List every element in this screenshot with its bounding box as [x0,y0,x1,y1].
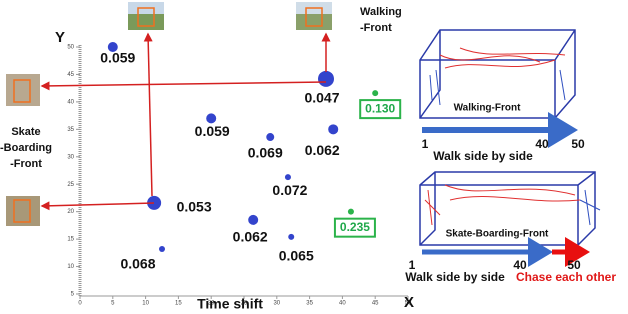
diagram-tick: 1 [409,258,416,272]
value-label: 0.065 [279,248,314,264]
value-label: 0.053 [177,199,212,215]
thumbnails [6,2,332,226]
x-tick-label: 30 [273,301,280,307]
x-tick-label: 10 [142,301,149,307]
y-tick-label: 35 [67,127,74,133]
x-tick-label: 35 [306,301,313,307]
diagram-walking [419,29,578,148]
scatter-plot: 0 5 10 15 20 25 30 35 40 45 5051015202530354045500… [67,42,412,307]
x-tick-label: 40 [339,301,346,307]
y-tick-label: 10 [67,264,74,270]
arrows [40,32,331,211]
value-label: 0.059 [100,50,135,66]
point [347,208,354,215]
y-tick-label: 5 [71,292,75,298]
diagram-caption: Chase each other [516,270,616,284]
point [147,195,162,210]
point [318,70,334,87]
x-tick-label: 20 [208,301,215,307]
point [266,133,275,142]
x-tick-label: 50 [405,301,412,307]
skate-label: Skate [11,126,40,138]
diagram-tick: 50 [567,258,581,272]
value-label: 0.069 [248,145,283,161]
diagram-title: Skate-Boarding-Front [446,229,549,240]
x-tick-label: 45 [372,301,379,307]
value-label: 0.062 [305,142,340,158]
y-tick-label: 20 [67,209,74,215]
value-label: 0.235 [340,220,370,234]
x-tick-label: 0 [78,301,82,307]
point [248,214,259,225]
x-tick-label: 5 [111,301,115,307]
point [107,42,118,52]
y-tick-label: 40 [67,99,74,105]
y-tick-label: 25 [67,182,74,188]
x-axis-name: X [404,294,414,311]
value-label: 0.130 [365,101,395,115]
walking-label: Walking [360,6,402,18]
diagram-skate [419,171,601,267]
value-label: 0.068 [120,256,155,272]
label-box [359,99,402,120]
label-box [333,217,376,238]
value-label: 0.062 [233,229,268,245]
y-tick-label: 45 [67,72,74,78]
point [372,90,379,97]
diagram-title: Walking-Front [454,103,522,114]
y-tick-label: 15 [67,237,74,243]
walking-label: -Front [360,22,392,34]
value-label: 0.072 [272,182,307,198]
value-label: 0.059 [195,123,230,139]
x-tick-label: 15 [175,301,182,307]
diagram-tick: 40 [513,258,527,272]
point [206,113,217,124]
skate-label: -Front [10,158,42,170]
x-tick-label: 25 [241,301,248,307]
diagram-caption: Walk side by side [405,270,505,284]
diagram-tick: 1 [422,137,429,151]
value-label: 0.047 [304,90,339,106]
diagram-tick: 50 [571,137,585,151]
diagram-caption: Walk side by side [433,149,533,163]
point [288,233,295,240]
y-axis-name: Y [55,29,65,46]
point [159,245,165,252]
y-tick-label: 50 [67,45,74,51]
skate-label: -Boarding [0,142,52,154]
x-axis-label: Time shift [197,296,263,312]
point [328,124,339,135]
point [284,174,291,181]
y-tick-label: 30 [67,154,74,160]
diagram-tick: 40 [535,137,549,151]
